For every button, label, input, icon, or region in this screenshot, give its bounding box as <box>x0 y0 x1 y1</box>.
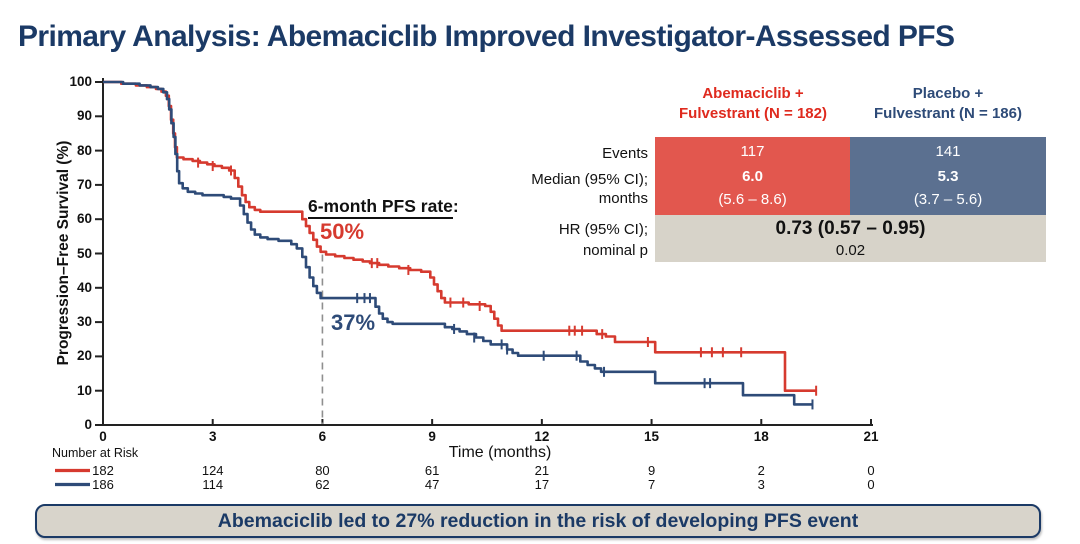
column-header-placebo-line1: Placebo + <box>912 85 984 102</box>
six-month-pfs-annotation-colon: : <box>452 196 459 216</box>
cell-abemaciclib: 117 6.0 (5.6 – 8.6) <box>655 137 850 215</box>
risk-abemaciclib-month-15: 9 <box>647 463 656 478</box>
risk-abemaciclib-month-21: 0 <box>867 463 875 478</box>
column-header-abemaciclib-line1: Abemaciclib + <box>702 85 804 102</box>
risk-placebo-month-12: 17 <box>534 477 550 492</box>
risk-abemaciclib-month-3: 124 <box>201 463 224 478</box>
y-tick-label-60: 60 <box>76 211 92 227</box>
risk-placebo-month-18: 3 <box>757 477 765 492</box>
abemaciclib-ci-value: (5.6 – 8.6) <box>718 191 787 208</box>
row-label-median: Median (95% CI); <box>531 171 648 188</box>
nominal-p-value: 0.02 <box>835 242 866 259</box>
censor-marks-abemaciclib <box>197 157 818 396</box>
risk-placebo-month-6: 62 <box>315 477 330 492</box>
placebo-events-value: 141 <box>935 143 961 160</box>
x-tick-label-15: 15 <box>644 429 660 444</box>
risk-abemaciclib-month-0: 182 <box>92 463 114 478</box>
abemaciclib-median-value: 6.0 <box>742 168 763 185</box>
risk-abemaciclib-month-9: 61 <box>424 463 440 478</box>
y-tick-label-30: 30 <box>76 314 92 330</box>
x-tick-label-21: 21 <box>863 429 879 444</box>
placebo-median-value: 5.3 <box>937 168 959 185</box>
cell-placebo: 141 5.3 (3.7 – 5.6) <box>850 137 1046 215</box>
risk-placebo-month-3: 114 <box>202 477 224 492</box>
column-header-abemaciclib: Abemaciclib + Fulvestrant (N = 182) <box>655 84 851 124</box>
conclusion-banner: Abemaciclib led to 27% reduction in the … <box>35 504 1041 538</box>
risk-abemaciclib-month-6: 80 <box>315 463 330 478</box>
conclusion-banner-text: Abemaciclib led to 27% reduction in the … <box>217 509 859 532</box>
row-label-nominal-p: nominal p <box>582 242 648 259</box>
risk-placebo-month-21: 0 <box>867 477 875 492</box>
column-header-placebo: Placebo + Fulvestrant (N = 186) <box>850 84 1046 124</box>
y-tick-label-0: 0 <box>84 417 92 432</box>
x-axis-title: Time (months) <box>448 444 552 461</box>
risk-abemaciclib-month-12: 21 <box>534 463 550 478</box>
column-header-abemaciclib-line2: Fulvestrant (N = 182) <box>679 104 827 122</box>
x-tick-label-0: 0 <box>99 429 107 444</box>
x-tick-label-18: 18 <box>753 429 769 444</box>
x-tick-label-9: 9 <box>428 429 436 444</box>
six-month-pfs-annotation-text: 6-month PFS rate <box>308 196 453 219</box>
row-label-hr: HR (95% CI); <box>558 221 648 238</box>
y-tick-label-20: 20 <box>76 348 92 364</box>
number-at-risk-label: Number at Risk <box>52 446 139 460</box>
y-tick-label-70: 70 <box>76 176 92 192</box>
censor-marks-placebo <box>356 293 814 410</box>
row-label-events: Events <box>602 145 648 162</box>
column-header-placebo-line2: Fulvestrant (N = 186) <box>874 104 1022 122</box>
y-tick-label-10: 10 <box>76 382 92 398</box>
x-tick-label-3: 3 <box>208 429 217 444</box>
hazard-ratio-value: 0.73 (0.57 – 0.95) <box>775 218 926 239</box>
y-tick-label-50: 50 <box>76 245 92 261</box>
risk-placebo-month-9: 47 <box>424 477 440 492</box>
page-title: Primary Analysis: Abemaciclib Improved I… <box>18 20 955 53</box>
six-month-rate-abemaciclib: 50% <box>320 219 365 244</box>
risk-placebo-month-0: 186 <box>92 477 114 492</box>
placebo-ci-value: (3.7 – 5.6) <box>913 191 983 208</box>
x-tick-label-12: 12 <box>534 429 550 444</box>
y-tick-label-80: 80 <box>76 142 92 158</box>
abemaciclib-events-value: 117 <box>740 143 765 160</box>
x-axis-ticks <box>102 419 872 425</box>
cell-hazard-ratio: 0.73 (0.57 – 0.95) 0.02 <box>655 215 1046 262</box>
row-label-months: months <box>598 190 648 207</box>
risk-abemaciclib-month-18: 2 <box>757 463 765 478</box>
x-tick-label-6: 6 <box>318 429 327 444</box>
risk-placebo-month-15: 7 <box>647 477 656 492</box>
six-month-rate-placebo: 37% <box>331 310 376 335</box>
y-tick-label-100: 100 <box>69 74 92 89</box>
six-month-pfs-annotation: 6-month PFS rate: <box>308 196 459 219</box>
y-axis-ticks <box>95 81 103 426</box>
y-tick-label-90: 90 <box>76 108 92 124</box>
y-tick-label-40: 40 <box>76 279 92 295</box>
